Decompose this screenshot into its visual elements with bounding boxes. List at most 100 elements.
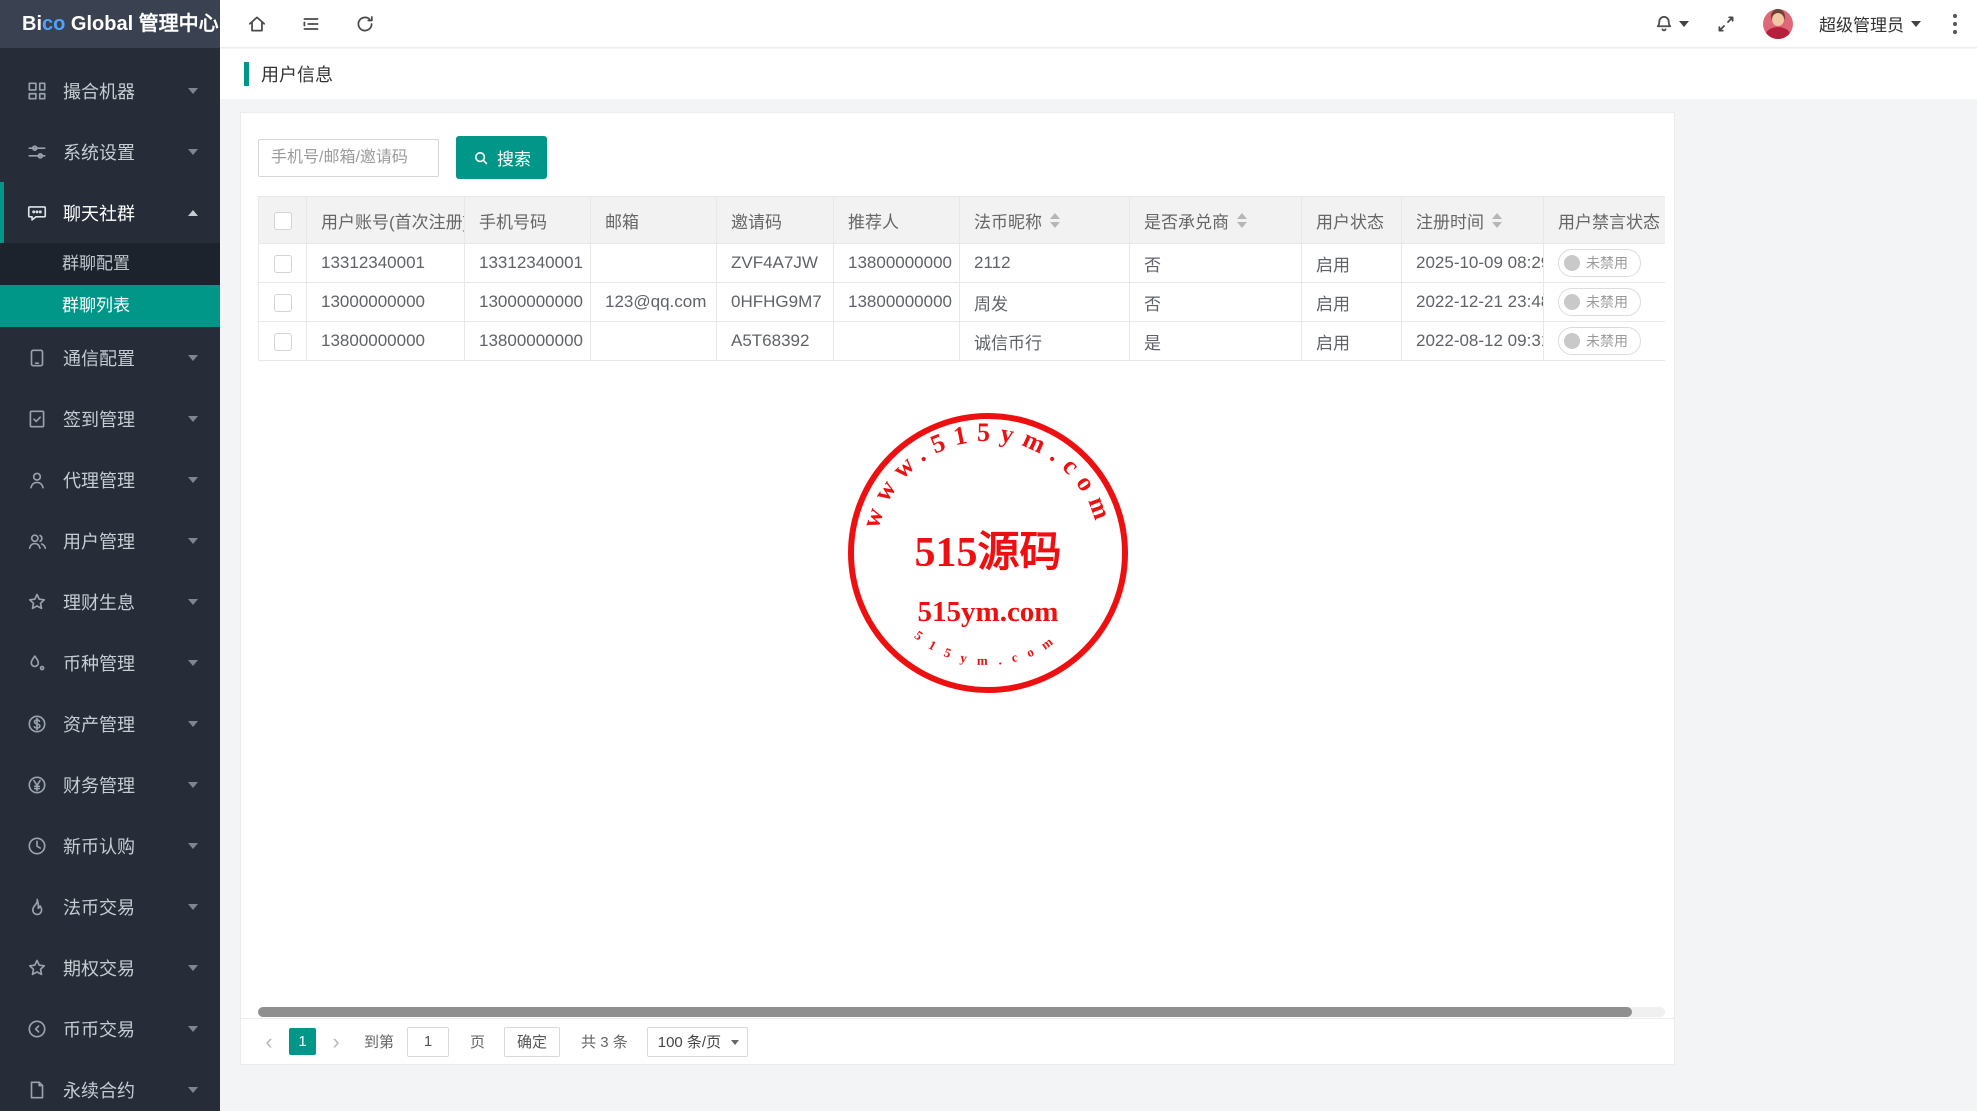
sidebar-item-matching-robot[interactable]: 撮合机器 xyxy=(0,60,220,121)
avatar[interactable] xyxy=(1763,8,1793,39)
page-size-select[interactable]: 100 条/页 xyxy=(646,1026,749,1057)
cell-phone: 13312340001 xyxy=(464,243,591,283)
sidebar-item-options-trading[interactable]: 期权交易 xyxy=(0,937,220,998)
mute-status-badge[interactable]: 未禁用 xyxy=(1558,288,1641,316)
page-title-row: 用户信息 xyxy=(220,49,1977,99)
page-unit-label: 页 xyxy=(470,1034,486,1051)
prev-page-button[interactable]: ‹ xyxy=(265,1028,273,1054)
chevron-down-icon xyxy=(188,415,198,422)
sidebar-item-label: 永续合约 xyxy=(63,1080,135,1101)
cell-fiat-nickname: 2112 xyxy=(959,243,1130,283)
cell-email xyxy=(590,321,717,361)
column-header-mute-status: 用户禁言状态 xyxy=(1558,212,1660,232)
column-header-fiat-nickname: 法币昵称 xyxy=(974,212,1042,232)
user-name: 超级管理员 xyxy=(1819,16,1904,35)
next-page-button[interactable]: › xyxy=(332,1028,340,1054)
goto-page-input[interactable] xyxy=(407,1026,450,1057)
table-row: 13800000000 13800000000 A5T68392 诚信币行 是 … xyxy=(258,321,1665,361)
chevron-down-icon xyxy=(188,476,198,483)
chevron-up-icon xyxy=(188,209,198,216)
droplet-icon xyxy=(26,652,48,674)
dollar-circle-icon xyxy=(26,713,48,735)
chevron-down-icon xyxy=(188,87,198,94)
sidebar-item-system-settings[interactable]: 系统设置 xyxy=(0,121,220,182)
user-info-card: 搜索 用户账号(首次注册) 手机号码 邮箱 邀请码 推荐人 法币昵称 xyxy=(240,112,1675,1065)
chevron-down-icon xyxy=(188,842,198,849)
brand-accent: co xyxy=(42,13,66,35)
sidebar-item-finance-management[interactable]: 财务管理 xyxy=(0,754,220,815)
sidebar-item-fiat-trading[interactable]: 法币交易 xyxy=(0,876,220,937)
sidebar-item-communication-config[interactable]: 通信配置 xyxy=(0,327,220,388)
collapse-menu-icon[interactable] xyxy=(300,13,322,35)
user-icon xyxy=(26,469,48,491)
svg-text:515ym.com: 515ym.com xyxy=(912,627,1065,667)
mute-status-badge[interactable]: 未禁用 xyxy=(1558,327,1641,355)
sidebar-item-new-coin-subscription[interactable]: 新币认购 xyxy=(0,815,220,876)
sidebar-item-label: 币种管理 xyxy=(63,653,135,674)
notification-bell[interactable] xyxy=(1653,13,1689,35)
home-icon[interactable] xyxy=(246,13,268,35)
sidebar-item-spot-trading[interactable]: 币币交易 xyxy=(0,998,220,1059)
toggle-dot xyxy=(1564,333,1580,349)
column-header-invite-code: 邀请码 xyxy=(731,212,782,232)
horizontal-scrollbar-thumb[interactable] xyxy=(258,1007,1632,1017)
row-checkbox[interactable] xyxy=(273,254,292,273)
cell-register-time: 2022-08-12 09:31:09 xyxy=(1401,321,1544,361)
page-title: 用户信息 xyxy=(261,65,333,85)
sidebar-item-asset-management[interactable]: 资产管理 xyxy=(0,693,220,754)
more-options-icon[interactable] xyxy=(1947,12,1963,36)
total-count-label: 共 3 条 xyxy=(581,1034,628,1051)
chevron-down-icon xyxy=(188,781,198,788)
sidebar-item-coin-management[interactable]: 币种管理 xyxy=(0,632,220,693)
caret-down-icon xyxy=(731,1039,740,1045)
user-table: 用户账号(首次注册) 手机号码 邮箱 邀请码 推荐人 法币昵称 是否承兑商 用户… xyxy=(258,196,1665,361)
user-menu[interactable]: 超级管理员 xyxy=(1819,11,1921,36)
sort-icon[interactable] xyxy=(1050,212,1060,228)
star-icon xyxy=(26,591,48,613)
sidebar-item-wealth-interest[interactable]: 理财生息 xyxy=(0,571,220,632)
sidebar-item-user-management[interactable]: 用户管理 xyxy=(0,510,220,571)
sort-icon[interactable] xyxy=(1492,212,1502,228)
column-header-email: 邮箱 xyxy=(605,212,639,232)
search-button[interactable]: 搜索 xyxy=(456,136,547,179)
stamp-center-text: 515源码 xyxy=(914,529,1061,576)
sidebar-item-chat-community[interactable]: 聊天社群 xyxy=(0,182,220,243)
search-input[interactable] xyxy=(258,138,439,177)
refresh-icon[interactable] xyxy=(354,13,376,35)
current-page-button[interactable]: 1 xyxy=(289,1028,316,1055)
toggle-dot xyxy=(1564,255,1580,271)
sidebar-item-agent-management[interactable]: 代理管理 xyxy=(0,449,220,510)
goto-confirm-button[interactable]: 确定 xyxy=(504,1026,561,1057)
row-checkbox[interactable] xyxy=(273,293,292,312)
brand-prefix: Bi xyxy=(22,13,42,35)
doc-check-icon xyxy=(26,408,48,430)
select-all-checkbox[interactable] xyxy=(273,211,292,230)
table-header-row: 用户账号(首次注册) 手机号码 邮箱 邀请码 推荐人 法币昵称 是否承兑商 用户… xyxy=(258,196,1665,244)
chevron-down-icon xyxy=(188,964,198,971)
cell-register-time: 2025-10-09 08:29:56 xyxy=(1401,243,1544,283)
stamp-arc-top-text: www.515ym.com xyxy=(856,418,1111,531)
row-checkbox[interactable] xyxy=(273,332,292,351)
sidebar-subitem-group-chat-config[interactable]: 群聊配置 xyxy=(62,254,130,273)
cell-account: 13000000000 xyxy=(306,282,465,322)
column-header-phone: 手机号码 xyxy=(479,212,547,232)
chevron-down-icon xyxy=(188,659,198,666)
mute-status-badge[interactable]: 未禁用 xyxy=(1558,249,1641,277)
sidebar-item-label: 理财生息 xyxy=(63,592,135,613)
cell-status: 启用 xyxy=(1301,321,1402,361)
sidebar: Bico Global 管理中心 撮合机器 系统设置 聊天社群 群聊配置 群聊列… xyxy=(0,0,220,1111)
sort-icon[interactable] xyxy=(1237,212,1247,228)
sidebar-submenu: 群聊配置 群聊列表 xyxy=(0,243,220,327)
sidebar-subitem-group-chat-list[interactable]: 群聊列表 xyxy=(0,285,220,327)
sidebar-item-checkin-management[interactable]: 签到管理 xyxy=(0,388,220,449)
top-header: 超级管理员 xyxy=(220,0,1977,48)
cell-referrer xyxy=(833,321,960,361)
horizontal-scrollbar-track[interactable] xyxy=(258,1007,1665,1017)
cell-status: 启用 xyxy=(1301,243,1402,283)
cell-invite-code: ZVF4A7JW xyxy=(716,243,834,283)
sidebar-item-perpetual-contract[interactable]: 永续合约 xyxy=(0,1059,220,1111)
sidebar-item-label: 用户管理 xyxy=(63,531,135,552)
cell-is-acceptor: 否 xyxy=(1129,282,1302,322)
fullscreen-icon[interactable] xyxy=(1715,13,1737,35)
chevron-down-icon xyxy=(188,1086,198,1093)
